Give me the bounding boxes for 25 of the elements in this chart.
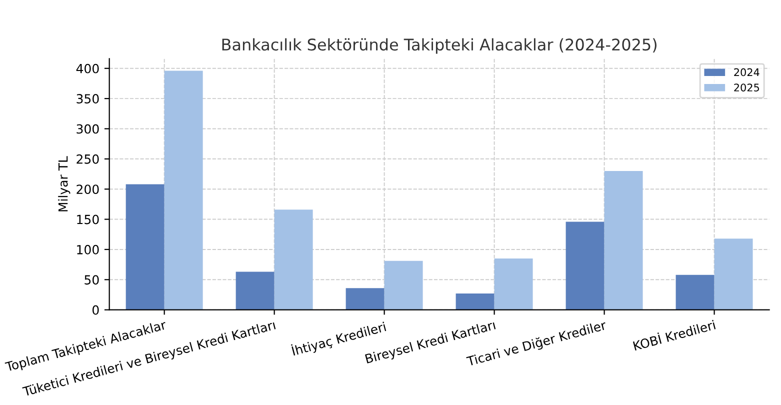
y-tick-label: 50 (84, 275, 99, 285)
bar (274, 210, 313, 310)
bar (676, 274, 714, 310)
bar (714, 238, 753, 310)
y-tick-label: 300 (76, 124, 99, 134)
bar (604, 170, 643, 310)
y-tick-label: 100 (77, 244, 99, 254)
bar (126, 184, 164, 310)
y-tick-label: 200 (76, 184, 99, 194)
bar (456, 294, 494, 310)
y-tick-label: 400 (76, 64, 99, 74)
y-tick-label: 350 (76, 94, 99, 104)
y-axis-title: Milyar TL (58, 156, 70, 212)
bar (566, 222, 604, 310)
bar (384, 260, 423, 310)
y-tick-label: 150 (77, 214, 99, 224)
y-tick-label: 0 (92, 305, 99, 315)
legend-label: 2025 (734, 84, 759, 92)
bar (236, 272, 274, 310)
bar (494, 258, 533, 310)
y-tick-label: 250 (76, 154, 99, 164)
bar (164, 70, 203, 310)
legend-label: 2024 (734, 68, 760, 76)
bar (346, 288, 384, 310)
chart-title: Bankacılık Sektöründe Takipteki Alacaklar (2024-2025) (222, 38, 656, 54)
